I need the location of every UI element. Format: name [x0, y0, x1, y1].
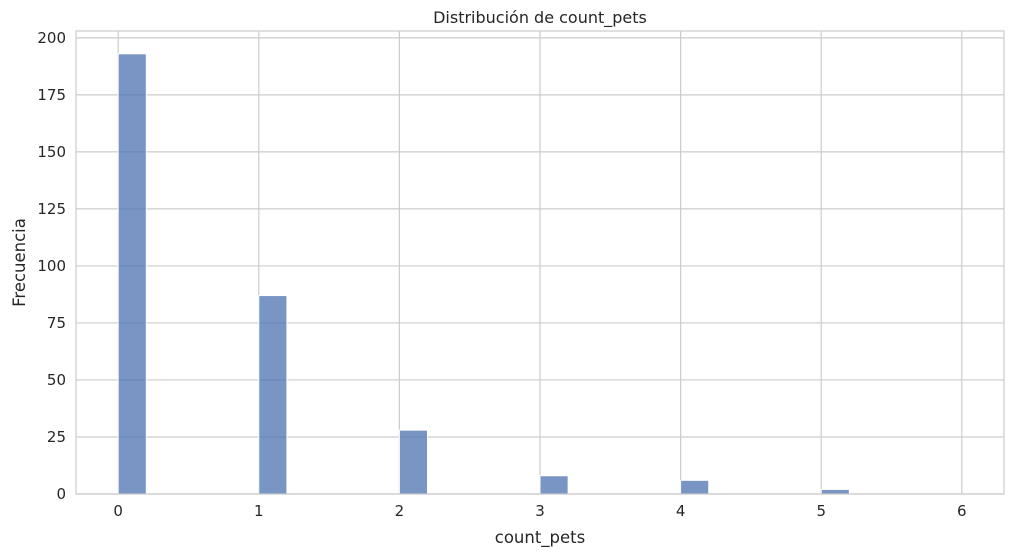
x-tick-label: 1	[254, 502, 264, 520]
x-axis-title: count_pets	[495, 528, 586, 548]
y-tick-label: 175	[37, 86, 66, 104]
x-tick-label: 2	[395, 502, 405, 520]
y-tick-label: 100	[37, 257, 66, 275]
y-axis-title: Frecuencia	[10, 218, 29, 307]
bars	[117, 53, 850, 495]
x-tick-label: 0	[113, 502, 123, 520]
grid-lines	[76, 31, 1004, 495]
y-tick-labels: 0 25 50 75 100 125 150 175 200	[37, 29, 66, 503]
y-tick-label: 150	[37, 143, 66, 161]
x-tick-label: 4	[676, 502, 686, 520]
y-tick-label: 50	[47, 371, 66, 389]
histogram-bar	[117, 53, 147, 495]
histogram-bar	[820, 488, 850, 495]
x-tick-label: 6	[957, 502, 967, 520]
y-tick-label: 200	[37, 29, 66, 47]
y-tick-label: 75	[47, 314, 66, 332]
histogram-bar	[258, 295, 288, 495]
x-tick-labels: 0 1 2 3 4 5 6	[113, 502, 966, 520]
histogram-bar	[680, 479, 710, 495]
chart-title: Distribución de count_pets	[433, 8, 647, 28]
y-tick-label: 0	[56, 485, 66, 503]
y-tick-label: 125	[37, 200, 66, 218]
y-tick-label: 25	[47, 428, 66, 446]
histogram-bar	[539, 475, 569, 495]
x-tick-label: 5	[816, 502, 826, 520]
histogram-bar	[398, 429, 429, 495]
x-tick-label: 3	[535, 502, 545, 520]
plot-frame	[75, 30, 1005, 495]
